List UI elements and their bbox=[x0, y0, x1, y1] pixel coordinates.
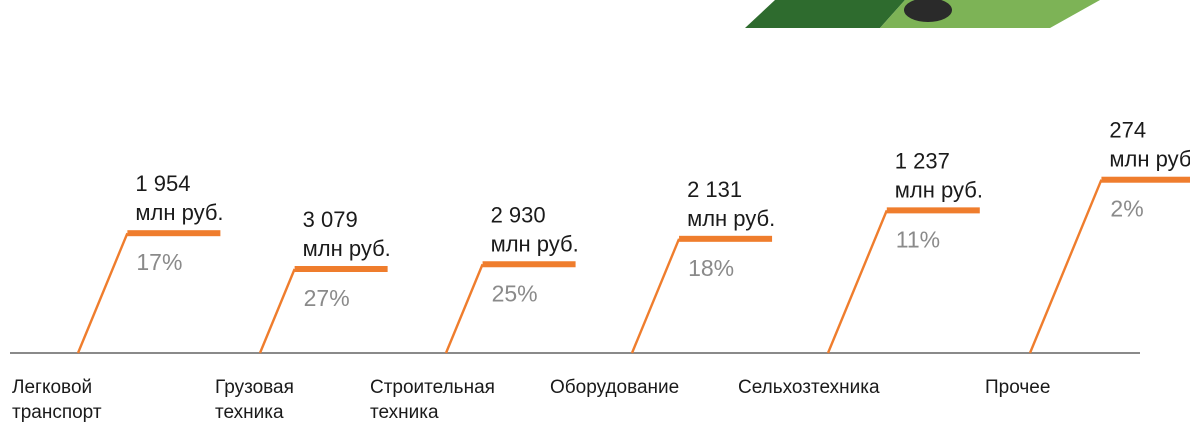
value-label: 1 954 bbox=[135, 171, 190, 196]
connector-line bbox=[630, 238, 681, 354]
category-label: Грузовая bbox=[215, 377, 294, 398]
connector-line bbox=[444, 263, 484, 354]
value-bar bbox=[482, 261, 576, 268]
value-label: 2 930 bbox=[491, 202, 546, 227]
value-bar bbox=[679, 235, 773, 242]
value-bar bbox=[886, 207, 980, 214]
category-label: Строительная bbox=[370, 377, 495, 398]
category-label: транспорт bbox=[12, 402, 102, 423]
photo-wheel bbox=[904, 0, 952, 22]
value-bar bbox=[294, 266, 388, 272]
percent-label: 25% bbox=[492, 280, 538, 306]
unit-label: млн руб. bbox=[491, 231, 579, 256]
value-label: 3 079 bbox=[303, 207, 358, 232]
percent-label: 17% bbox=[136, 249, 182, 275]
unit-label: млн руб. bbox=[687, 206, 775, 231]
connector-line bbox=[258, 268, 296, 354]
unit-label: млн руб. bbox=[135, 200, 223, 225]
percent-label: 27% bbox=[304, 285, 350, 311]
percent-label: 11% bbox=[896, 226, 940, 252]
category-label: техника bbox=[370, 402, 439, 423]
percent-label: 2% bbox=[1110, 196, 1143, 222]
category-label: Прочее bbox=[985, 377, 1050, 398]
value-label: 1 237 bbox=[895, 148, 950, 173]
connector-line bbox=[76, 232, 129, 354]
photo-dark-part bbox=[745, 0, 905, 28]
decorative-photo bbox=[745, 0, 1100, 28]
unit-label: млн руб. bbox=[303, 236, 391, 261]
category-label: Сельхозтехника bbox=[738, 377, 880, 398]
value-bar bbox=[1101, 176, 1190, 183]
category-label: Легковой bbox=[12, 377, 92, 398]
value-label: 2 131 bbox=[687, 177, 742, 202]
category-label: техника bbox=[215, 402, 284, 423]
chart-marks: 1 954 млн руб. 17% Легковой транспорт 3 079 мл… bbox=[12, 118, 1190, 423]
connector-line bbox=[1028, 179, 1103, 354]
unit-label: млн руб. bbox=[1109, 147, 1190, 172]
connector-line bbox=[826, 209, 888, 354]
category-label: Оборудование bbox=[550, 377, 679, 398]
percent-label: 18% bbox=[688, 255, 734, 281]
value-bar bbox=[127, 230, 221, 237]
value-label: 274 bbox=[1109, 118, 1146, 143]
unit-label: млн руб. bbox=[895, 177, 983, 202]
